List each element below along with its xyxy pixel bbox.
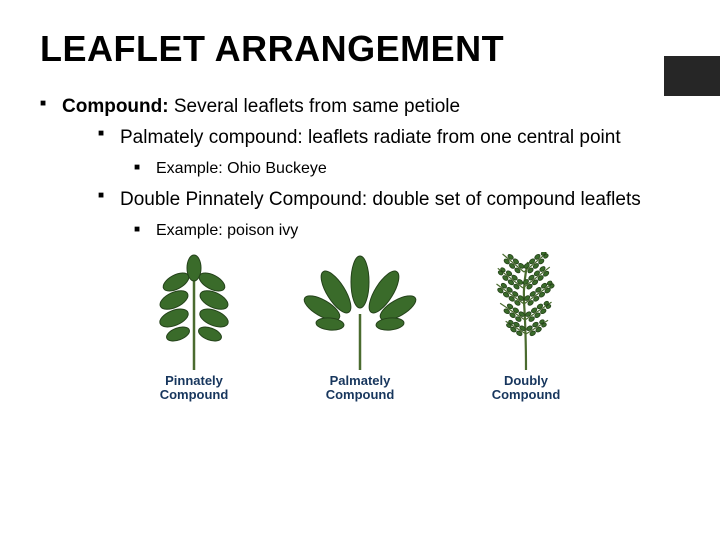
plant-pinnately: Pinnately Compound xyxy=(134,252,254,404)
leaf-diagram-row: Pinnately Compound Palm xyxy=(40,252,680,404)
caption-doubly-l2: Compound xyxy=(492,387,561,402)
plant-palmately: Palmately Compound xyxy=(300,252,420,404)
caption-doubly-l1: Doubly xyxy=(504,373,548,388)
bullet-list: Compound: Several leaflets from same pet… xyxy=(40,96,680,240)
caption-pinnately-l2: Compound xyxy=(160,387,229,402)
leaf-pinnately-icon xyxy=(134,252,254,370)
bullet-double-pinnately-example: Example: poison ivy xyxy=(134,222,680,240)
plant-doubly: Doubly Compound xyxy=(466,252,586,404)
bullet-compound-rest: Several leaflets from same petiole xyxy=(169,96,460,117)
caption-palmately-l2: Compound xyxy=(326,387,395,402)
caption-doubly: Doubly Compound xyxy=(492,374,561,404)
bullet-compound: Compound: Several leaflets from same pet… xyxy=(40,96,680,240)
bullet-palmately: Palmately compound: leaflets radiate fro… xyxy=(98,126,680,150)
caption-pinnately-l1: Pinnately xyxy=(165,373,223,388)
leaf-palmately-icon xyxy=(300,252,420,370)
slide: LEAFLET ARRANGEMENT Compound: Several le… xyxy=(0,0,720,540)
accent-bar xyxy=(664,56,720,96)
bullet-palmately-example: Example: Ohio Buckeye xyxy=(134,160,680,178)
caption-pinnately: Pinnately Compound xyxy=(160,374,229,404)
caption-palmately: Palmately Compound xyxy=(326,374,395,404)
bullet-double-pinnately: Double Pinnately Compound: double set of… xyxy=(98,188,680,212)
caption-palmately-l1: Palmately xyxy=(330,373,391,388)
bullet-compound-label: Compound: xyxy=(62,96,169,117)
leaf-doubly-icon xyxy=(466,252,586,370)
slide-title: LEAFLET ARRANGEMENT xyxy=(40,28,680,70)
